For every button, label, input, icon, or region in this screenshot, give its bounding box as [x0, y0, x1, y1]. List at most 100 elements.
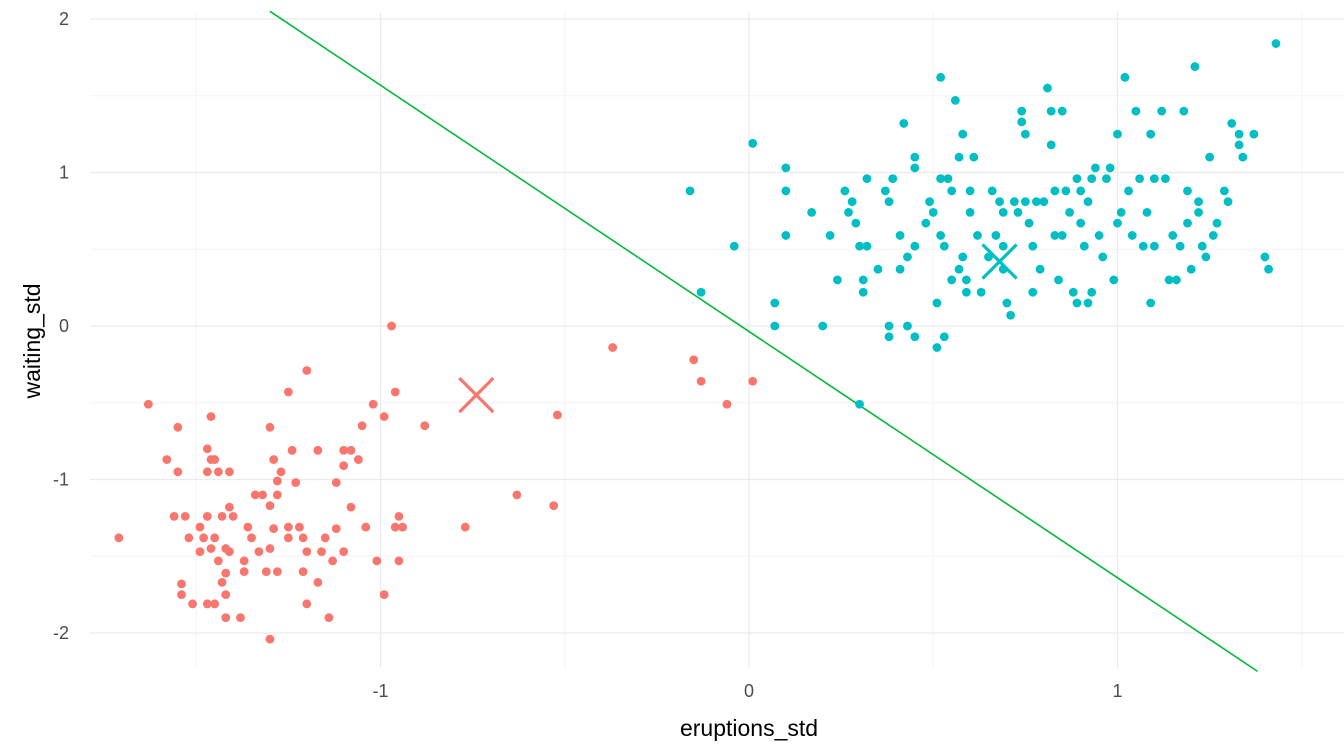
data-point-cluster-2 [910, 152, 920, 162]
data-point-cluster-1 [202, 599, 212, 609]
data-point-cluster-2 [950, 95, 960, 105]
data-point-cluster-2 [1046, 106, 1056, 116]
data-point-cluster-2 [862, 174, 872, 184]
y-tick-label: 1 [59, 163, 69, 183]
data-point-cluster-2 [1083, 197, 1093, 207]
data-point-cluster-2 [987, 186, 997, 196]
data-point-cluster-1 [177, 590, 186, 600]
data-point-cluster-2 [1190, 62, 1200, 71]
data-point-cluster-1 [202, 467, 212, 477]
data-point-cluster-1 [512, 490, 522, 500]
data-point-cluster-2 [1238, 152, 1248, 162]
data-point-cluster-1 [287, 445, 297, 455]
centroid-marker-1 [458, 376, 495, 414]
data-point-cluster-2 [1197, 241, 1207, 251]
data-point-cluster-2 [936, 174, 946, 184]
data-point-cluster-1 [217, 511, 227, 521]
data-point-cluster-2 [910, 163, 920, 173]
data-point-cluster-2 [921, 218, 931, 228]
data-point-cluster-2 [932, 298, 942, 308]
data-point-cluster-1 [331, 478, 341, 487]
data-point-cluster-1 [390, 387, 400, 397]
data-point-cluster-1 [265, 501, 275, 510]
data-point-cluster-2 [910, 332, 920, 342]
data-point-cluster-1 [265, 544, 275, 553]
data-point-cluster-2 [903, 252, 912, 262]
data-point-cluster-1 [346, 445, 356, 455]
data-point-cluster-2 [965, 186, 975, 196]
data-point-cluster-1 [195, 547, 205, 557]
data-point-cluster-2 [1260, 252, 1270, 262]
data-point-cluster-2 [1146, 298, 1156, 308]
data-point-cluster-1 [298, 567, 308, 576]
data-point-cluster-2 [1009, 197, 1019, 207]
data-point-cluster-2 [1065, 208, 1074, 217]
y-tick-label: -2 [53, 623, 69, 643]
data-point-cluster-1 [239, 556, 249, 566]
decision-boundary [269, 10, 1258, 673]
data-point-cluster-1 [320, 533, 330, 543]
data-point-cluster-2 [851, 218, 861, 228]
data-point-cluster-2 [1076, 218, 1086, 228]
data-point-cluster-2 [818, 321, 828, 331]
data-point-cluster-2 [973, 231, 982, 240]
data-point-cluster-2 [770, 298, 780, 308]
data-point-cluster-2 [1208, 231, 1218, 240]
data-point-cluster-1 [379, 590, 389, 600]
data-point-cluster-2 [899, 118, 909, 128]
data-point-cluster-2 [1149, 174, 1159, 184]
data-point-cluster-1 [394, 511, 404, 521]
data-point-cluster-2 [1054, 275, 1063, 285]
data-point-cluster-2 [1032, 197, 1041, 207]
data-point-cluster-2 [1135, 174, 1145, 184]
data-point-cluster-2 [1050, 186, 1060, 196]
data-point-cluster-1 [199, 533, 209, 543]
data-point-cluster-2 [991, 231, 1001, 240]
y-tick-label: 0 [59, 316, 69, 336]
data-point-cluster-2 [1194, 208, 1203, 217]
data-point-cluster-1 [302, 599, 312, 609]
data-point-cluster-2 [1017, 106, 1027, 116]
data-point-cluster-1 [225, 502, 234, 512]
data-point-cluster-1 [357, 421, 367, 431]
data-point-cluster-2 [1090, 163, 1100, 173]
data-point-cluster-1 [269, 524, 279, 534]
data-point-cluster-1 [210, 599, 220, 609]
data-point-cluster-2 [1172, 275, 1181, 285]
data-point-cluster-2 [1017, 117, 1027, 127]
data-point-cluster-1 [420, 421, 430, 431]
boundary-line [269, 10, 1258, 673]
data-point-cluster-2 [962, 275, 971, 285]
data-point-cluster-1 [265, 422, 275, 432]
data-point-cluster-2 [1087, 174, 1097, 184]
data-point-cluster-2 [1046, 140, 1056, 150]
data-point-cluster-2 [1061, 186, 1071, 196]
data-point-cluster-1 [225, 467, 234, 477]
data-point-cluster-2 [1002, 298, 1012, 308]
centroid-stroke [458, 376, 495, 414]
data-point-cluster-1 [353, 455, 363, 464]
centroid-marker-2 [981, 243, 1018, 280]
data-point-cluster-1 [689, 355, 699, 365]
data-point-cluster-2 [1201, 252, 1211, 262]
data-point-cluster-1 [221, 613, 231, 623]
data-point-cluster-1 [180, 511, 190, 521]
data-point-cluster-1 [221, 568, 231, 578]
data-point-cluster-2 [825, 231, 835, 240]
data-point-cluster-2 [1223, 197, 1233, 207]
data-point-cluster-1 [390, 522, 400, 532]
data-point-cluster-2 [1098, 252, 1108, 262]
x-tick-label: 1 [1112, 681, 1122, 701]
data-point-cluster-2 [1013, 208, 1023, 217]
data-point-cluster-1 [696, 376, 706, 386]
data-point-cluster-2 [1087, 287, 1097, 297]
data-point-cluster-2 [844, 208, 853, 217]
data-point-cluster-2 [936, 231, 946, 240]
data-point-cluster-1 [210, 533, 220, 543]
data-point-cluster-2 [954, 152, 964, 162]
data-point-cluster-2 [858, 275, 868, 285]
data-point-cluster-2 [947, 186, 957, 196]
data-point-cluster-1 [217, 577, 227, 587]
data-point-cluster-1 [339, 445, 349, 455]
data-point-cluster-1 [549, 501, 559, 510]
